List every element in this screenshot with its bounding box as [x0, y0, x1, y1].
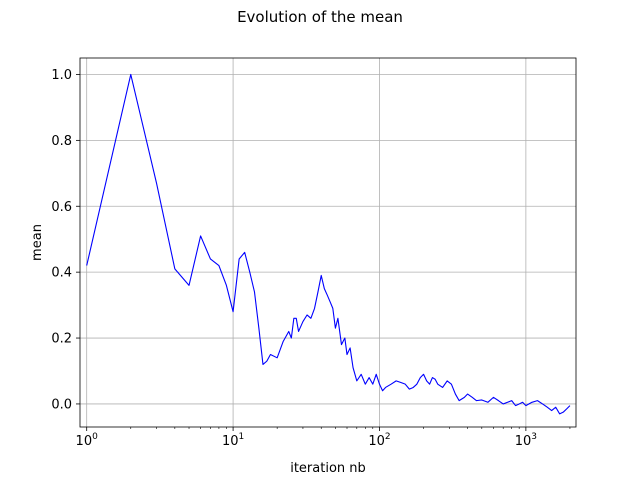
x-tick-base: 10: [515, 434, 532, 449]
x-tick-base: 10: [222, 434, 239, 449]
x-tick-exponent: 0: [92, 432, 98, 442]
y-tick-label: 1.0: [51, 68, 72, 83]
x-axis-ticks: 100 101 102 103: [76, 427, 571, 449]
x-tick-label: 103: [515, 432, 537, 449]
plot-frame: [79, 57, 577, 428]
y-tick-label: 0.0: [51, 397, 72, 412]
x-tick-exponent: 2: [385, 432, 391, 442]
x-tick-base: 10: [76, 434, 93, 449]
y-tick-label: 0.4: [51, 266, 72, 281]
y-tick-label: 0.2: [51, 332, 72, 347]
mean-line: [86, 73, 571, 415]
x-tick-label: 102: [368, 432, 390, 449]
x-tick-label: 100: [76, 432, 99, 449]
x-tick-base: 10: [368, 434, 385, 449]
x-axis-label: iteration nb: [290, 461, 366, 476]
y-axis-label: mean: [30, 224, 45, 261]
y-axis-ticks: 0.0 0.2 0.4 0.6 0.8 1.0: [51, 68, 80, 412]
x-tick-exponent: 3: [531, 432, 537, 442]
y-tick-label: 0.8: [51, 134, 72, 149]
grid: [80, 58, 576, 427]
chart-title: Evolution of the mean: [237, 8, 403, 26]
series-layer: [86, 73, 571, 415]
x-tick-label: 101: [222, 432, 244, 449]
x-tick-exponent: 1: [238, 432, 244, 442]
y-tick-label: 0.6: [51, 200, 72, 215]
